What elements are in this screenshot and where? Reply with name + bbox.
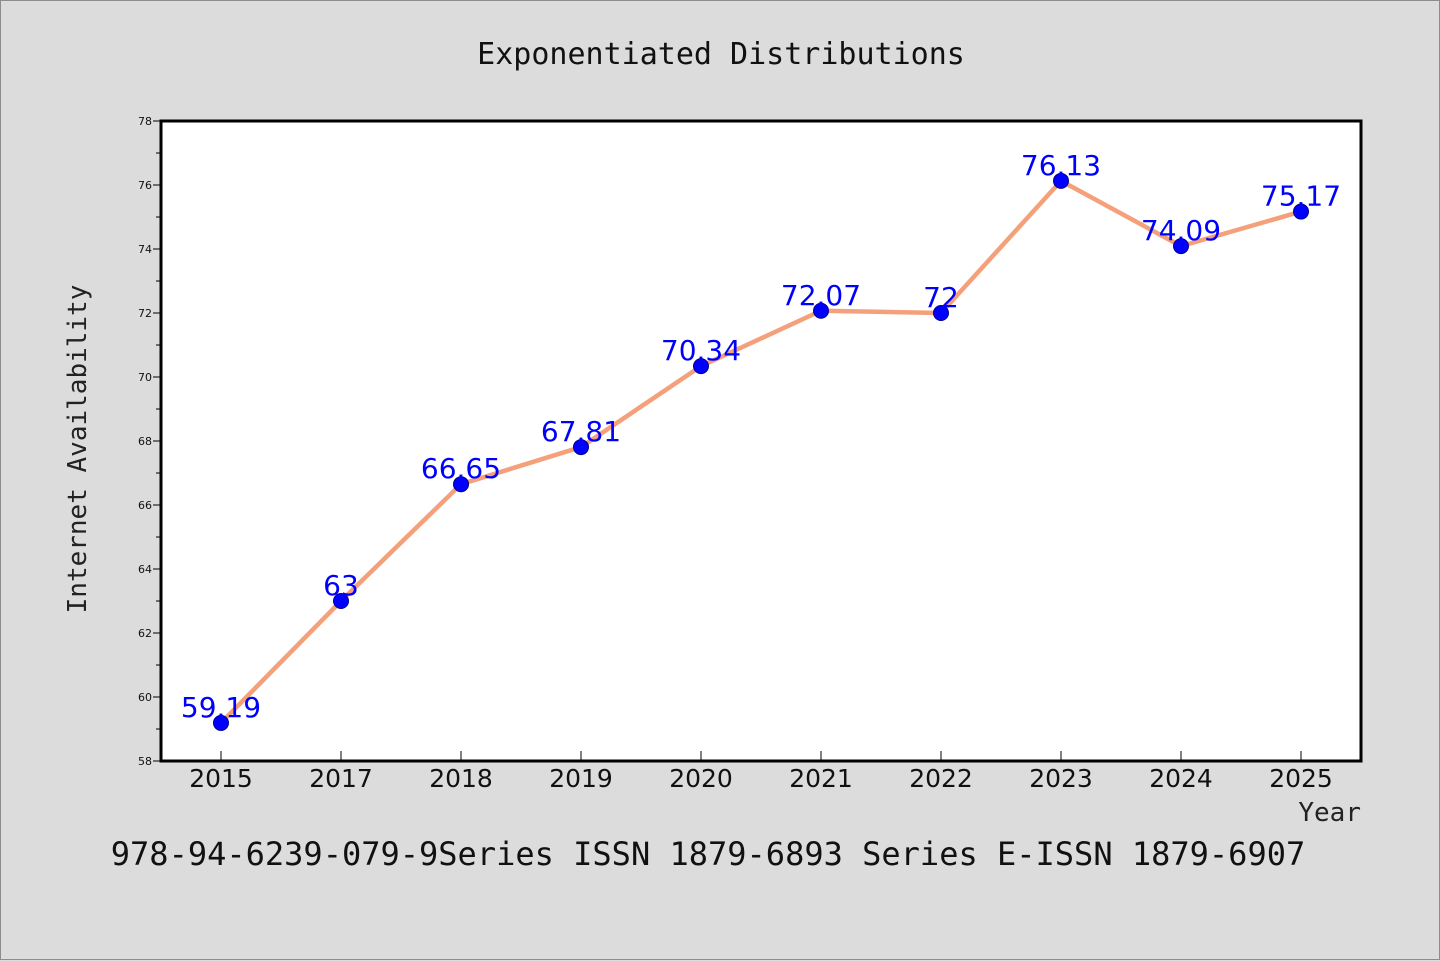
- data-point: [573, 439, 589, 456]
- data-label: 74.09: [1141, 214, 1221, 247]
- y-tick-label: 66: [138, 499, 152, 512]
- y-axis-label: Internet Availability: [63, 285, 93, 614]
- x-tick-label: 2020: [669, 764, 733, 793]
- x-tick-label: 2017: [309, 764, 373, 793]
- y-tick-label: 64: [138, 563, 152, 576]
- data-label: 76.13: [1021, 149, 1101, 182]
- data-label: 63: [323, 569, 359, 602]
- x-tick-label: 2021: [789, 764, 853, 793]
- y-tick-label: 60: [138, 691, 152, 704]
- data-point: [693, 358, 709, 375]
- data-label: 75.17: [1261, 180, 1341, 213]
- x-tick-label: 2018: [429, 764, 493, 793]
- x-tick-label: 2024: [1149, 764, 1213, 793]
- y-tick-label: 68: [138, 435, 152, 448]
- data-point: [1053, 172, 1069, 189]
- x-tick-label: 2022: [909, 764, 973, 793]
- data-label: 70.34: [661, 334, 741, 367]
- data-point: [933, 305, 949, 321]
- data-label: 72: [923, 281, 959, 314]
- y-tick-label: 58: [138, 755, 152, 768]
- data-point: [333, 593, 349, 609]
- y-tick-label: 76: [138, 179, 152, 192]
- y-tick-label: 70: [138, 371, 152, 384]
- x-tick-label: 2015: [189, 764, 253, 793]
- y-tick-label: 78: [138, 115, 152, 128]
- x-tick-label: 2025: [1269, 764, 1333, 793]
- plot-area: [159, 119, 1363, 763]
- data-label: 66.65: [421, 452, 501, 485]
- y-tick-label: 62: [138, 627, 152, 640]
- data-point: [1173, 238, 1189, 255]
- x-tick-label: 2019: [549, 764, 613, 793]
- series-line-group: [219, 178, 1302, 725]
- footer-text: 978-94-6239-079-9Series ISSN 1879-6893 S…: [111, 835, 1305, 873]
- data-label: 72.07: [781, 279, 861, 312]
- chart-title: Exponentiated Distributions: [477, 37, 965, 72]
- data-label: 59.19: [181, 691, 261, 724]
- data-point: [213, 714, 229, 731]
- y-tick-label: 72: [138, 307, 152, 320]
- series-line: [219, 178, 1302, 725]
- data-point: [453, 476, 469, 493]
- data-point: [1293, 203, 1309, 220]
- markers-group: [213, 172, 1309, 731]
- x-axis-label: Year: [1298, 798, 1361, 828]
- data-label: 67.81: [541, 415, 621, 448]
- x-axis: 2015 2017 2018 2019 2020 2021 2022 2023 2024 2025: [189, 751, 1333, 793]
- data-labels-group: 59.19 63 66.65 67.81 70.34 72.07 72 76.13 74.09 7…: [181, 149, 1341, 724]
- data-point: [813, 302, 829, 319]
- x-tick-label: 2023: [1029, 764, 1093, 793]
- y-axis: 58 60 62 64 66 68 70 72 74 76 78: [138, 115, 161, 768]
- y-tick-label: 74: [138, 243, 152, 256]
